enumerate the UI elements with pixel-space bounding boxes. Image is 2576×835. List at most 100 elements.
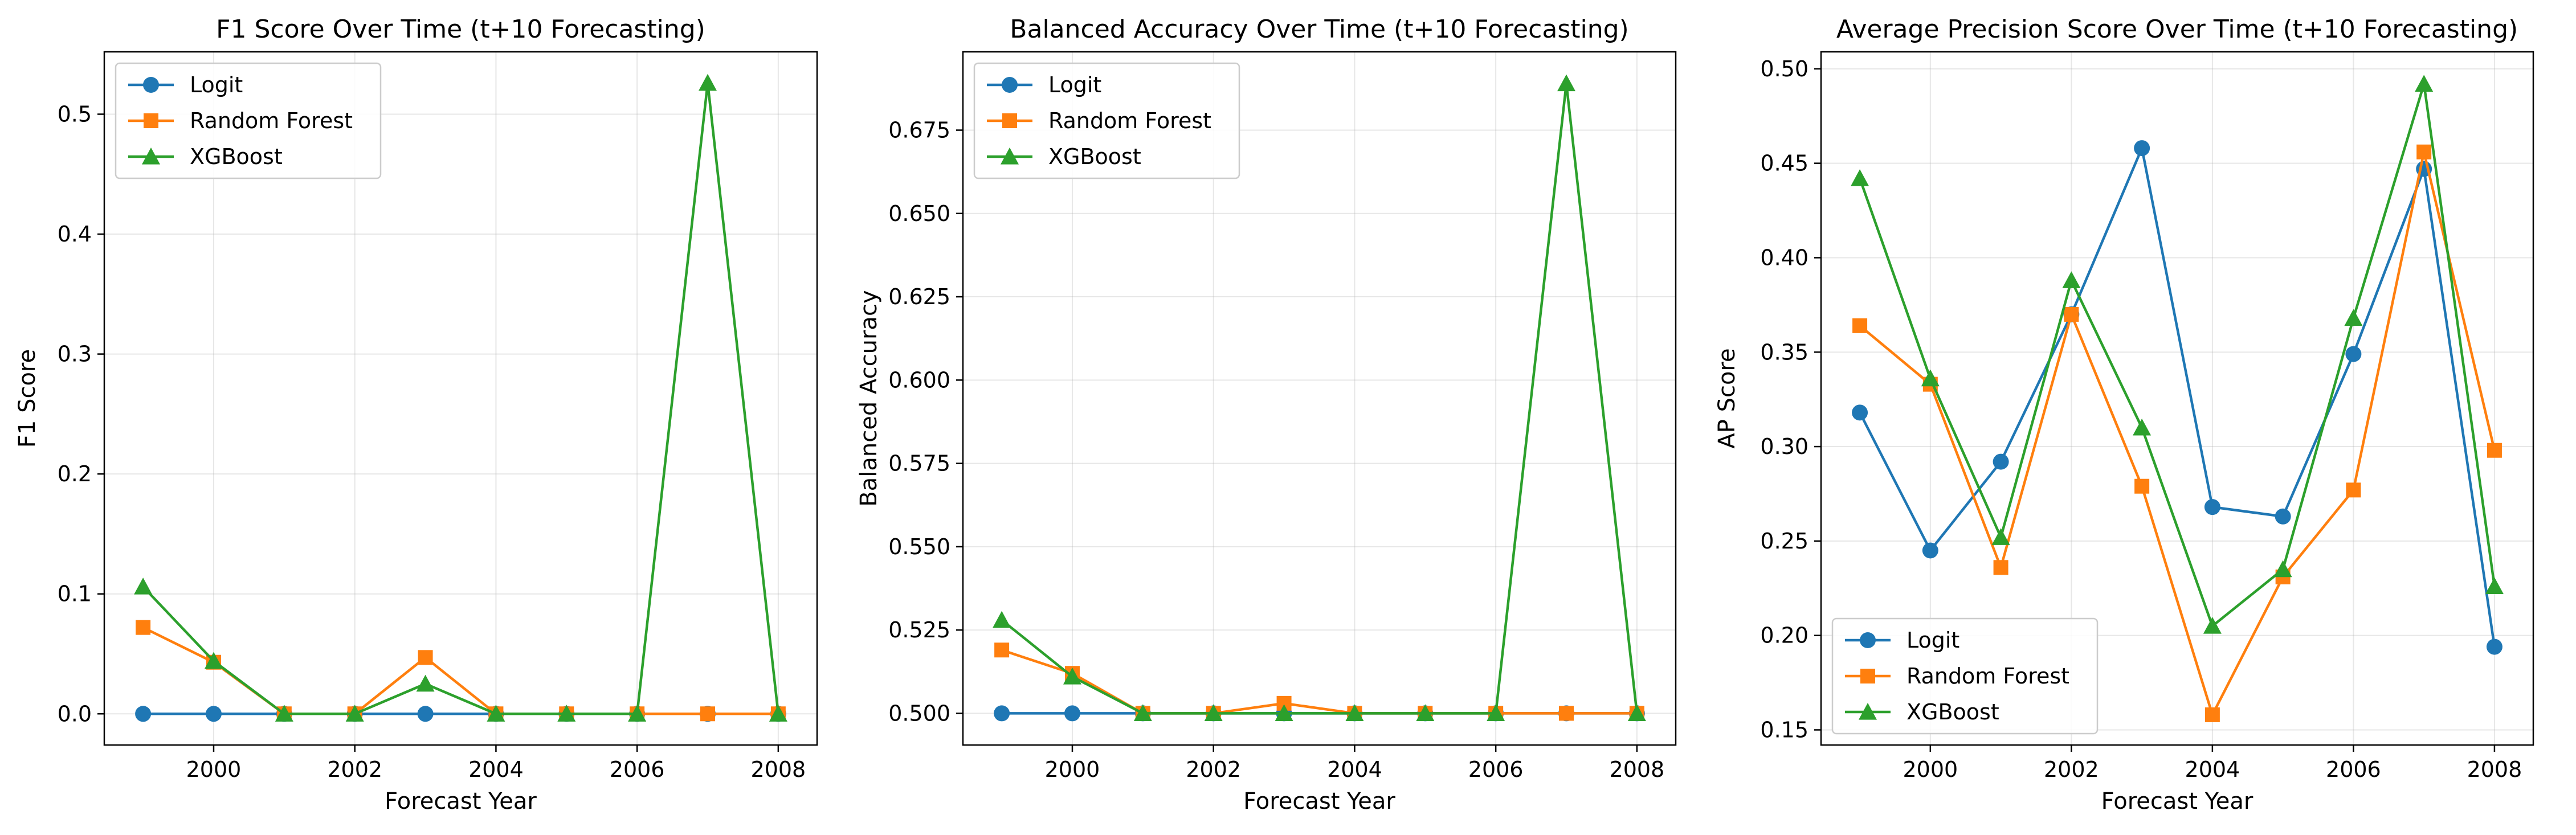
x-tick-label: 2004 <box>468 757 524 782</box>
data-point <box>1993 560 2008 575</box>
chart-panel-2: 2000 2002 2004 2006 2008 0.500 0.525 0.550 0.575… <box>856 15 1677 814</box>
legend-item: Random Forest <box>987 108 1211 133</box>
data-point <box>1133 704 1152 722</box>
legend-marker <box>1860 632 1876 648</box>
y-axis-label: F1 Score <box>14 349 40 448</box>
legend-box <box>115 62 382 179</box>
data-point <box>2062 271 2081 288</box>
data-point <box>1557 74 1576 92</box>
data-point <box>2344 309 2363 326</box>
x-tick-label: 2006 <box>2326 757 2381 782</box>
data-point <box>2415 75 2434 92</box>
y-tick-label: 0.35 <box>1760 339 1808 365</box>
y-tick-label: 0.25 <box>1760 529 1808 554</box>
y-tick-label: 0.15 <box>1760 717 1808 742</box>
y-tick-label: 0.5 <box>58 101 92 126</box>
data-point <box>700 706 716 722</box>
data-point <box>1064 705 1080 722</box>
chart-title: Average Precision Score Over Time (t+10 … <box>1836 15 2518 44</box>
legend-marker <box>1860 669 1875 683</box>
data-point <box>345 705 364 722</box>
data-point <box>1275 704 1293 722</box>
data-point <box>993 611 1011 628</box>
axes-frame <box>1820 51 2534 746</box>
legend-box <box>1831 617 2099 735</box>
y-tick-label: 0.600 <box>888 367 950 392</box>
legend-label: Logit <box>190 72 243 97</box>
data-point <box>134 578 153 595</box>
data-point <box>1922 542 1938 559</box>
data-point <box>2275 508 2291 525</box>
y-tick-label: 0.500 <box>888 701 950 726</box>
x-axis-label: Forecast Year <box>1243 788 1395 814</box>
legend: Logit Random Forest XGBoost <box>1831 617 2099 735</box>
data-point <box>699 73 717 91</box>
legend-label: Logit <box>1907 628 1959 653</box>
y-axis-label: Balanced Accuracy <box>856 290 882 506</box>
x-tick-label: 2000 <box>1045 757 1100 782</box>
data-point <box>275 705 293 722</box>
data-point <box>769 705 787 722</box>
data-point <box>2204 499 2220 515</box>
legend-box <box>973 62 1240 179</box>
data-point <box>2134 478 2150 494</box>
legend-marker <box>142 148 160 165</box>
legend-item: Random Forest <box>1845 664 2069 689</box>
x-axis-label: Forecast Year <box>385 788 537 814</box>
y-tick-label: 0.20 <box>1760 623 1808 648</box>
y-tick-label: 0.675 <box>888 117 950 142</box>
x-axis-label: Forecast Year <box>2101 788 2254 814</box>
x-tick-label: 2002 <box>2044 757 2099 782</box>
legend-label: Random Forest <box>1907 664 2069 689</box>
x-tick-label: 2002 <box>1186 757 1241 782</box>
data-point <box>135 706 152 722</box>
legend-label: XGBoost <box>1907 699 1999 725</box>
legend-item: XGBoost <box>987 144 1141 169</box>
y-tick-label: 0.40 <box>1760 245 1808 270</box>
data-point <box>1921 369 1940 387</box>
data-point <box>2064 306 2079 322</box>
axes-frame <box>103 51 818 746</box>
y-tick-label: 0.1 <box>58 582 92 607</box>
legend-item: Logit <box>128 72 243 97</box>
data-point <box>1416 704 1435 722</box>
data-point <box>1993 453 2009 470</box>
y-tick-label: 0.50 <box>1760 56 1808 81</box>
x-tick-label: 2008 <box>751 757 806 782</box>
axes-frame <box>962 51 1677 746</box>
data-point <box>557 705 576 722</box>
data-point <box>136 620 151 635</box>
data-point <box>1851 169 1869 186</box>
data-point <box>2273 560 2292 578</box>
x-tick-label: 2006 <box>610 757 665 782</box>
data-point <box>1204 704 1223 722</box>
series-line-xgboost <box>1001 82 1639 715</box>
data-point <box>416 674 435 692</box>
y-tick-label: 0.625 <box>888 284 950 309</box>
legend-marker <box>144 113 158 128</box>
data-point <box>1627 704 1646 722</box>
data-point <box>2416 144 2432 159</box>
x-tick-label: 2002 <box>327 757 382 782</box>
data-point <box>2485 577 2504 595</box>
x-tick-label: 2004 <box>1327 757 1382 782</box>
data-point <box>994 642 1010 658</box>
x-tick-label: 2008 <box>1610 757 1665 782</box>
data-point <box>2204 707 2220 722</box>
x-tick-label: 2008 <box>2467 757 2522 782</box>
legend-label: XGBoost <box>190 144 283 169</box>
series-line-random-forest <box>142 626 778 715</box>
legend-label: Logit <box>1048 72 1101 97</box>
chart-title: Balanced Accuracy Over Time (t+10 Foreca… <box>1010 15 1628 44</box>
legend-item: Logit <box>1845 628 1959 653</box>
data-point <box>417 706 434 722</box>
legend-marker <box>1001 148 1019 165</box>
data-point <box>2487 443 2502 458</box>
data-point <box>1991 528 2010 545</box>
chart-panel-1: 2000 2002 2004 2006 2008 0.0 0.1 0.2 0.3 0.4 0.5 F1… <box>14 15 818 814</box>
data-point <box>1852 318 1868 333</box>
legend: Logit Random Forest XGBoost <box>115 62 382 179</box>
data-point <box>1487 704 1505 722</box>
data-point <box>2346 482 2361 498</box>
